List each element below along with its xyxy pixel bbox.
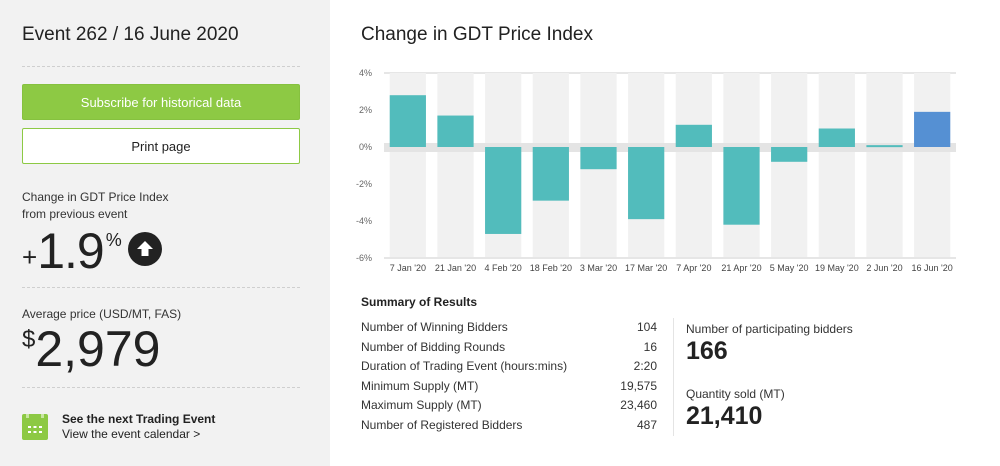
y-tick-label: 2% — [359, 105, 372, 115]
column-band — [866, 73, 903, 258]
column-band — [818, 73, 855, 258]
event-calendar-link[interactable]: View the event calendar > — [62, 427, 201, 441]
summary-label: Maximum Supply (MT) — [361, 398, 482, 412]
y-tick-label: 0% — [359, 142, 372, 152]
column-band — [771, 73, 808, 258]
summary-value: 16 — [643, 339, 657, 354]
summary-label: Number of Winning Bidders — [361, 320, 508, 334]
summary-row: Maximum Supply (MT) 23,460 — [361, 396, 657, 416]
next-event-link[interactable]: See the next Trading Event View the even… — [22, 412, 215, 442]
x-tick-label: 16 Jun '20 — [912, 263, 953, 273]
quantity-sold-value: 21,410 — [686, 402, 763, 430]
divider — [22, 287, 300, 288]
change-label-line1: Change in GDT Price Index — [22, 190, 169, 204]
bar — [532, 147, 569, 201]
bar — [818, 128, 855, 147]
change-value: 1.9 — [37, 223, 105, 279]
quantity-sold-label: Quantity sold (MT) — [686, 387, 785, 401]
bar — [580, 147, 617, 170]
calendar-glyph — [26, 414, 44, 433]
divider — [22, 66, 300, 67]
summary-row: Minimum Supply (MT) 19,575 — [361, 377, 657, 397]
change-label-line2: from previous event — [22, 207, 128, 221]
avg-price-value: 2,979 — [35, 321, 161, 377]
bars — [389, 95, 951, 234]
summary-label: Minimum Supply (MT) — [361, 378, 479, 393]
arrow-up-glyph — [136, 241, 153, 256]
participating-bidders-label: Number of participating bidders — [686, 322, 853, 336]
summary-label: Duration of Trading Event (hours:mins) — [361, 359, 568, 373]
x-tick-label: 4 Feb '20 — [485, 263, 522, 273]
change-sign: + — [22, 242, 38, 272]
bar — [866, 145, 903, 148]
summary-label: Number of Registered Bidders — [361, 417, 523, 432]
summary-value: 23,460 — [620, 398, 657, 412]
bar — [389, 95, 426, 147]
column-band — [675, 73, 712, 258]
bar — [675, 124, 712, 147]
print-page-button[interactable]: Print page — [22, 128, 300, 164]
x-tick-label: 21 Apr '20 — [721, 263, 761, 273]
column-band — [914, 73, 951, 258]
quantity-sold-stat: Quantity sold (MT) 21,410 — [686, 386, 785, 430]
change-value-display: + 1.9 % — [22, 226, 162, 276]
subscribe-button[interactable]: Subscribe for historical data — [22, 84, 300, 120]
y-tick-label: -4% — [356, 216, 372, 226]
summary-value: 487 — [636, 417, 657, 432]
participating-bidders-value: 166 — [686, 337, 728, 365]
vertical-divider — [673, 318, 674, 436]
event-title: Event 262 / 16 June 2020 — [22, 24, 239, 45]
x-tick-label: 5 May '20 — [770, 263, 809, 273]
bar — [723, 147, 760, 225]
summary-row: Number of Registered Bidders 487 — [361, 416, 657, 436]
column-band — [437, 73, 474, 258]
x-tick-label: 21 Jan '20 — [435, 263, 476, 273]
bar — [437, 115, 474, 147]
summary-row: Duration of Trading Event (hours:mins) 2:… — [361, 357, 657, 377]
summary-value: 19,575 — [620, 378, 657, 393]
column-bands — [384, 72, 956, 259]
price-index-chart: 4% 2% 0% -2% -4% -6% 7 Jan '20 21 Jan '20 4 Feb… — [356, 68, 956, 273]
x-tick-label: 2 Jun '20 — [866, 263, 902, 273]
y-tick-label: 4% — [359, 68, 372, 78]
summary-value: 104 — [636, 320, 657, 334]
chart-title: Change in GDT Price Index — [361, 24, 593, 45]
next-event-title: See the next Trading Event — [62, 412, 216, 426]
change-label: Change in GDT Price Index from previous … — [22, 189, 169, 223]
summary-value: 2:20 — [633, 359, 657, 373]
arrow-up-circle-icon — [127, 232, 162, 266]
summary-row: Number of Winning Bidders 104 — [361, 318, 657, 338]
next-event-text: See the next Trading Event View the even… — [62, 412, 215, 442]
divider — [22, 387, 300, 388]
summary-label: Number of Bidding Rounds — [361, 339, 506, 354]
x-tick-label: 7 Jan '20 — [390, 263, 426, 273]
zero-band — [384, 143, 956, 152]
x-tick-label: 18 Feb '20 — [530, 263, 572, 273]
bar — [485, 147, 522, 234]
x-tick-label: 3 Mar '20 — [580, 263, 617, 273]
participating-bidders-stat: Number of participating bidders 166 — [686, 321, 853, 365]
avg-price-display: $ 2,979 — [22, 322, 160, 376]
calendar-icon — [22, 414, 48, 440]
x-tick-label: 7 Apr '20 — [676, 263, 711, 273]
sidebar: Event 262 / 16 June 2020 Subscribe for h… — [0, 0, 330, 466]
x-tick-label: 19 May '20 — [815, 263, 859, 273]
avg-price-label: Average price (USD/MT, FAS) — [22, 307, 182, 321]
x-axis: 7 Jan '20 21 Jan '20 4 Feb '20 18 Feb '20 3 … — [390, 263, 953, 273]
summary-row: Number of Bidding Rounds 16 — [361, 338, 657, 358]
bar — [914, 111, 951, 147]
bar — [628, 147, 665, 220]
summary-table: Number of Winning Bidders 104 Number of B… — [361, 318, 657, 435]
y-tick-label: -6% — [356, 253, 372, 263]
summary-title: Summary of Results — [361, 295, 478, 309]
y-axis: 4% 2% 0% -2% -4% -6% — [356, 68, 372, 263]
x-tick-label: 17 Mar '20 — [625, 263, 667, 273]
bar — [771, 147, 808, 162]
change-unit: % — [105, 230, 122, 250]
currency-symbol: $ — [22, 326, 36, 353]
y-tick-label: -2% — [356, 179, 372, 189]
